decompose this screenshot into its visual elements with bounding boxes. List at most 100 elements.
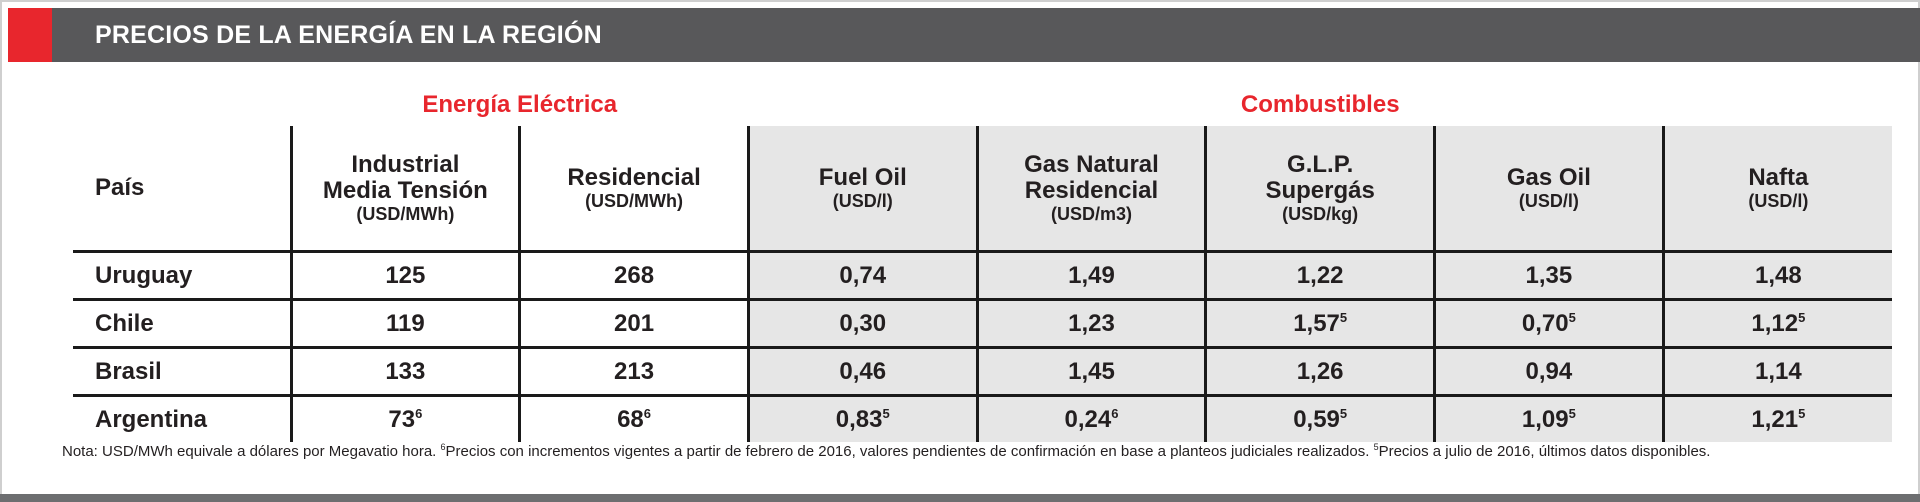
- cell-text: 1,57: [1293, 309, 1340, 337]
- cell-text: 0,70: [1521, 309, 1569, 337]
- price-cell: 0,835: [746, 394, 978, 442]
- column-name: Media Tensión: [322, 177, 488, 204]
- price-cell: 1,215: [1661, 394, 1892, 442]
- note-text: Precios con incrementos vigentes a parti…: [445, 443, 1374, 460]
- footnote-ref: 5: [882, 405, 890, 421]
- cell-text: 73: [388, 405, 416, 433]
- cell-text: Brasil: [95, 357, 162, 385]
- cell-text: 68: [617, 405, 644, 433]
- footnote-ref: 5: [1568, 309, 1576, 325]
- column-unit: (USD/l): [832, 191, 893, 211]
- data-row: Uruguay 125 268 0,74 1,49 1,22 1,35 1,48: [73, 250, 1892, 300]
- price-cell: 0,74: [746, 250, 978, 300]
- title-bar: [8, 8, 1920, 62]
- price-cell: 1,095: [1433, 394, 1664, 442]
- data-row: Chile 119 201 0,30 1,23 1,575 0,705 1,125: [73, 298, 1892, 348]
- country: Brasil: [73, 346, 291, 396]
- note: Nota: USD/MWh equivale a dólares por Meg…: [62, 442, 1902, 460]
- footnote-ref: 5: [1339, 405, 1348, 421]
- column-unit: (USD/MWh): [585, 191, 684, 211]
- country: Uruguay: [73, 250, 291, 300]
- price-cell: 0,30: [746, 298, 978, 348]
- cell-text: 1,23: [1068, 309, 1115, 337]
- price-cell: 1,23: [975, 298, 1206, 348]
- price-cell: 133: [289, 346, 520, 396]
- price-cell: 1,48: [1661, 250, 1892, 300]
- cell-text: 1,49: [1068, 261, 1115, 289]
- column-unit: (USD/kg): [1282, 204, 1359, 224]
- cell-text: 0,30: [839, 309, 887, 337]
- column-name: Residencial: [567, 164, 701, 191]
- footnote-mark: 6: [440, 442, 446, 452]
- cell-text: 1,09: [1521, 405, 1569, 433]
- group-header: Combustibles: [1240, 91, 1400, 118]
- group-header: Energía Eléctrica: [422, 91, 618, 118]
- cell-text: 0,74: [839, 261, 887, 289]
- column-name: Gas Oil: [1506, 164, 1591, 191]
- cell-text: 1,22: [1296, 261, 1344, 289]
- column-name: Residencial: [1024, 177, 1159, 204]
- footnote-ref: 5: [1339, 309, 1348, 325]
- price-cell: 0,46: [746, 346, 978, 396]
- data-row: Brasil 133 213 0,46 1,45 1,26 0,94 1,14: [73, 346, 1892, 396]
- country: Chile: [73, 298, 291, 348]
- column-name: Industrial: [351, 151, 460, 178]
- cell-text: 0,46: [839, 357, 887, 385]
- price-cell: 0,705: [1433, 298, 1664, 348]
- column-unit: (USD/MWh): [356, 204, 455, 224]
- title: PRECIOS DE LA ENERGÍA EN LA REGIÓN: [95, 21, 602, 49]
- footnote-ref: 6: [1111, 405, 1119, 421]
- title-accent: [8, 8, 52, 62]
- price-cell: 119: [289, 298, 520, 348]
- price-cell: 0,246: [975, 394, 1206, 442]
- price-cell: 201: [518, 298, 749, 348]
- cell-text: 1,12: [1751, 309, 1799, 337]
- data-row: Argentina 736 686 0,835 0,246 0,595 1,095 1,215: [73, 394, 1892, 442]
- column-header: G.L.P. Supergás (USD/kg): [1204, 126, 1435, 252]
- price-cell: 1,45: [975, 346, 1206, 396]
- group-row: Energía Eléctrica Combustibles: [73, 84, 1892, 126]
- column-name: Fuel Oil: [818, 164, 907, 191]
- column-name: G.L.P.: [1287, 151, 1354, 178]
- price-cell: 213: [518, 346, 749, 396]
- column-header: Nafta (USD/l): [1661, 126, 1892, 252]
- cell-text: 1,14: [1755, 357, 1802, 385]
- cell-text: Argentina: [95, 405, 208, 433]
- footnote-ref: 5: [1798, 309, 1806, 325]
- footnote-ref: 5: [1798, 405, 1806, 421]
- cell-text: 1,26: [1296, 357, 1344, 385]
- footnote-ref: 6: [415, 405, 423, 421]
- bottom-bar: [0, 494, 1920, 502]
- price-cell: 0,595: [1204, 394, 1435, 442]
- header-row: País Industrial Media Tensión (USD/MWh) Resi…: [73, 126, 1892, 252]
- blank: [73, 84, 291, 126]
- cell-text: 0,24: [1064, 405, 1112, 433]
- cell-text: 133: [385, 357, 426, 385]
- column-unit: (USD/m3): [1050, 204, 1132, 224]
- column-name: Gas Natural: [1024, 151, 1159, 178]
- column-name: Nafta: [1748, 164, 1809, 191]
- price-cell: 1,14: [1661, 346, 1892, 396]
- cell-text: 268: [614, 261, 655, 289]
- column-header: Residencial (USD/MWh): [518, 126, 749, 252]
- column-name: País: [95, 174, 145, 201]
- price-cell: 0,94: [1433, 346, 1664, 396]
- column-unit: (USD/l): [1518, 191, 1579, 211]
- price-cell: 125: [289, 250, 520, 300]
- footnote-ref: 5: [1568, 405, 1576, 421]
- column-header: País: [73, 126, 291, 252]
- footnote-ref: 6: [643, 405, 652, 421]
- price-cell: 1,575: [1204, 298, 1435, 348]
- column-header: Fuel Oil (USD/l): [746, 126, 978, 252]
- cell-text: 201: [614, 309, 655, 337]
- column-header: Gas Natural Residencial (USD/m3): [975, 126, 1206, 252]
- footnote-mark: 5: [1373, 442, 1379, 452]
- note-text: Precios a julio de 2016, últimos datos d…: [1378, 443, 1711, 460]
- cell-text: Chile: [95, 309, 154, 337]
- price-cell: 686: [518, 394, 749, 442]
- cell-text: 0,83: [835, 405, 883, 433]
- column-header: Gas Oil (USD/l): [1433, 126, 1664, 252]
- cell-text: 0,94: [1525, 357, 1573, 385]
